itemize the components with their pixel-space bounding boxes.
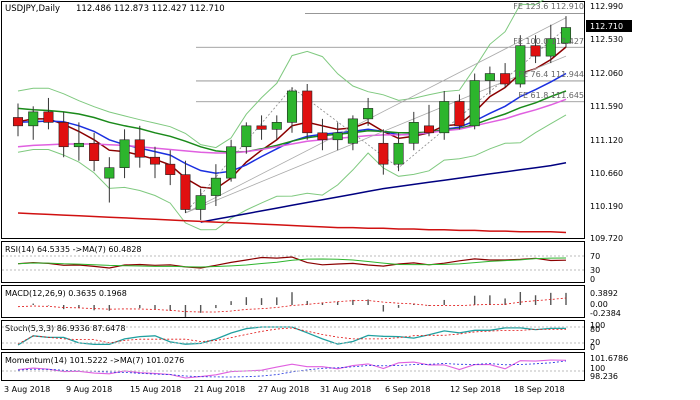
candle-body	[408, 122, 419, 144]
rsi-panel-border	[1, 241, 585, 283]
macd-level-top: 0.3892	[590, 289, 618, 298]
candle-body	[271, 122, 282, 130]
date-tick: 6 Sep 2018	[385, 385, 431, 394]
candle-body	[134, 139, 145, 158]
chart-title: USDJPY,Daily	[5, 4, 60, 14]
stoch-label: Stoch(5,3,3) 86.9336 87.6478	[5, 324, 125, 333]
candle-body	[545, 38, 556, 57]
rsi-ma-line	[17, 257, 567, 268]
fib-label-123: FE 123.6 112.910	[513, 2, 584, 11]
candle-body	[469, 80, 480, 127]
trend-fan-line	[185, 17, 567, 214]
candle-body	[317, 132, 328, 141]
candle-body	[12, 117, 24, 127]
price-tick: 111.120	[590, 136, 623, 145]
momentum-level-top: 101.6786	[590, 354, 628, 363]
price-tick: 112.060	[590, 69, 623, 78]
candle-body	[226, 146, 237, 179]
current-price-label: 112.710	[590, 22, 623, 31]
stoch-d-line	[17, 327, 566, 345]
fib-label-61: FE 61.8 111.645	[518, 91, 584, 100]
date-axis: 3 Aug 2018 9 Aug 2018 15 Aug 2018 21 Aug…	[4, 385, 565, 394]
candle-body	[73, 142, 84, 148]
main-panel-border	[1, 1, 585, 239]
candle-body	[58, 122, 69, 148]
price-tick: 110.190	[590, 202, 623, 211]
candle-body	[104, 167, 115, 179]
rsi-level-0: 0	[590, 275, 595, 284]
candle-body	[560, 27, 572, 44]
price-tick: 111.590	[590, 102, 623, 111]
candle-body	[484, 73, 495, 81]
candle-body	[28, 111, 39, 127]
date-tick: 15 Aug 2018	[130, 385, 181, 394]
candles	[12, 16, 572, 220]
candle-body	[210, 177, 221, 196]
candle-body	[302, 90, 313, 134]
macd-signal-line	[17, 297, 567, 313]
candle-body	[439, 101, 450, 134]
date-tick: 31 Aug 2018	[320, 385, 371, 394]
candle-body	[363, 108, 374, 120]
candle-body	[500, 73, 511, 85]
candle-body	[515, 45, 526, 85]
rsi-line	[17, 256, 567, 269]
stoch-level-20: 20	[590, 338, 600, 347]
macd-label: MACD(12,26,9) 0.3635 0.1968	[5, 289, 127, 298]
date-tick: 3 Aug 2018	[4, 385, 50, 394]
price-tick: 112.990	[590, 2, 623, 11]
stoch-level-80: 80	[590, 325, 600, 334]
candle-body	[149, 156, 161, 165]
fib-label-76: FE 76.4 111.944	[518, 70, 584, 79]
candle-body	[165, 163, 176, 175]
candle-body	[332, 132, 343, 141]
date-tick: 9 Aug 2018	[66, 385, 112, 394]
stoch-level-0: 0	[590, 343, 595, 352]
candle-body	[393, 142, 404, 165]
rsi-label: RSI(14) 64.5335 ->MA(7) 60.4828	[5, 245, 142, 254]
rsi-level-30: 30	[590, 266, 600, 275]
momentum-panel-border	[1, 352, 585, 381]
momentum-level-mid: 100	[590, 364, 605, 373]
candle-body	[530, 45, 541, 57]
price-tick: 112.530	[590, 35, 623, 44]
candle-body	[454, 101, 465, 127]
candle-body	[241, 125, 252, 148]
candle-body	[256, 125, 267, 130]
candle-body	[423, 125, 435, 134]
candle-body	[347, 118, 358, 144]
stoch-level-100: 100	[590, 321, 605, 330]
macd-panel-border	[1, 285, 585, 318]
fib-label-100: FE 100.0 112.427	[513, 37, 584, 46]
date-tick: 18 Sep 2018	[514, 385, 565, 394]
current-price-box	[586, 20, 632, 32]
macd-level-bottom: -0.2384	[590, 309, 621, 318]
chart-ohlc: 112.486 112.873 112.427 112.710	[76, 4, 225, 14]
price-tick: 110.660	[590, 169, 623, 178]
candle-body	[286, 90, 298, 123]
momentum-label: Momentum(14) 101.5222 ->MA(7) 101.0276	[5, 356, 184, 365]
ma-red-line	[17, 212, 567, 234]
ma-navy-line	[200, 162, 567, 223]
bollinger-upper	[17, 0, 545, 149]
candle-body	[195, 195, 206, 210]
rsi-level-70: 70	[590, 252, 600, 261]
momentum-ma-line	[17, 360, 567, 378]
momentum-level-bottom: 98.236	[590, 372, 618, 381]
date-tick: 21 Aug 2018	[194, 385, 245, 394]
price-axis: 112.990 112.530 112.060 111.590 111.120 …	[586, 2, 632, 243]
price-tick: 109.720	[590, 234, 623, 243]
candle-body	[378, 142, 389, 165]
stoch-panel-border	[1, 320, 585, 350]
candle-body	[43, 111, 54, 123]
candle-body	[119, 139, 130, 168]
candle-body	[180, 174, 191, 210]
macd-level-zero: 0.00	[590, 300, 608, 309]
indicator-lines	[17, 256, 567, 379]
date-tick: 12 Sep 2018	[450, 385, 501, 394]
candle-body	[89, 142, 100, 161]
date-tick: 27 Aug 2018	[258, 385, 309, 394]
